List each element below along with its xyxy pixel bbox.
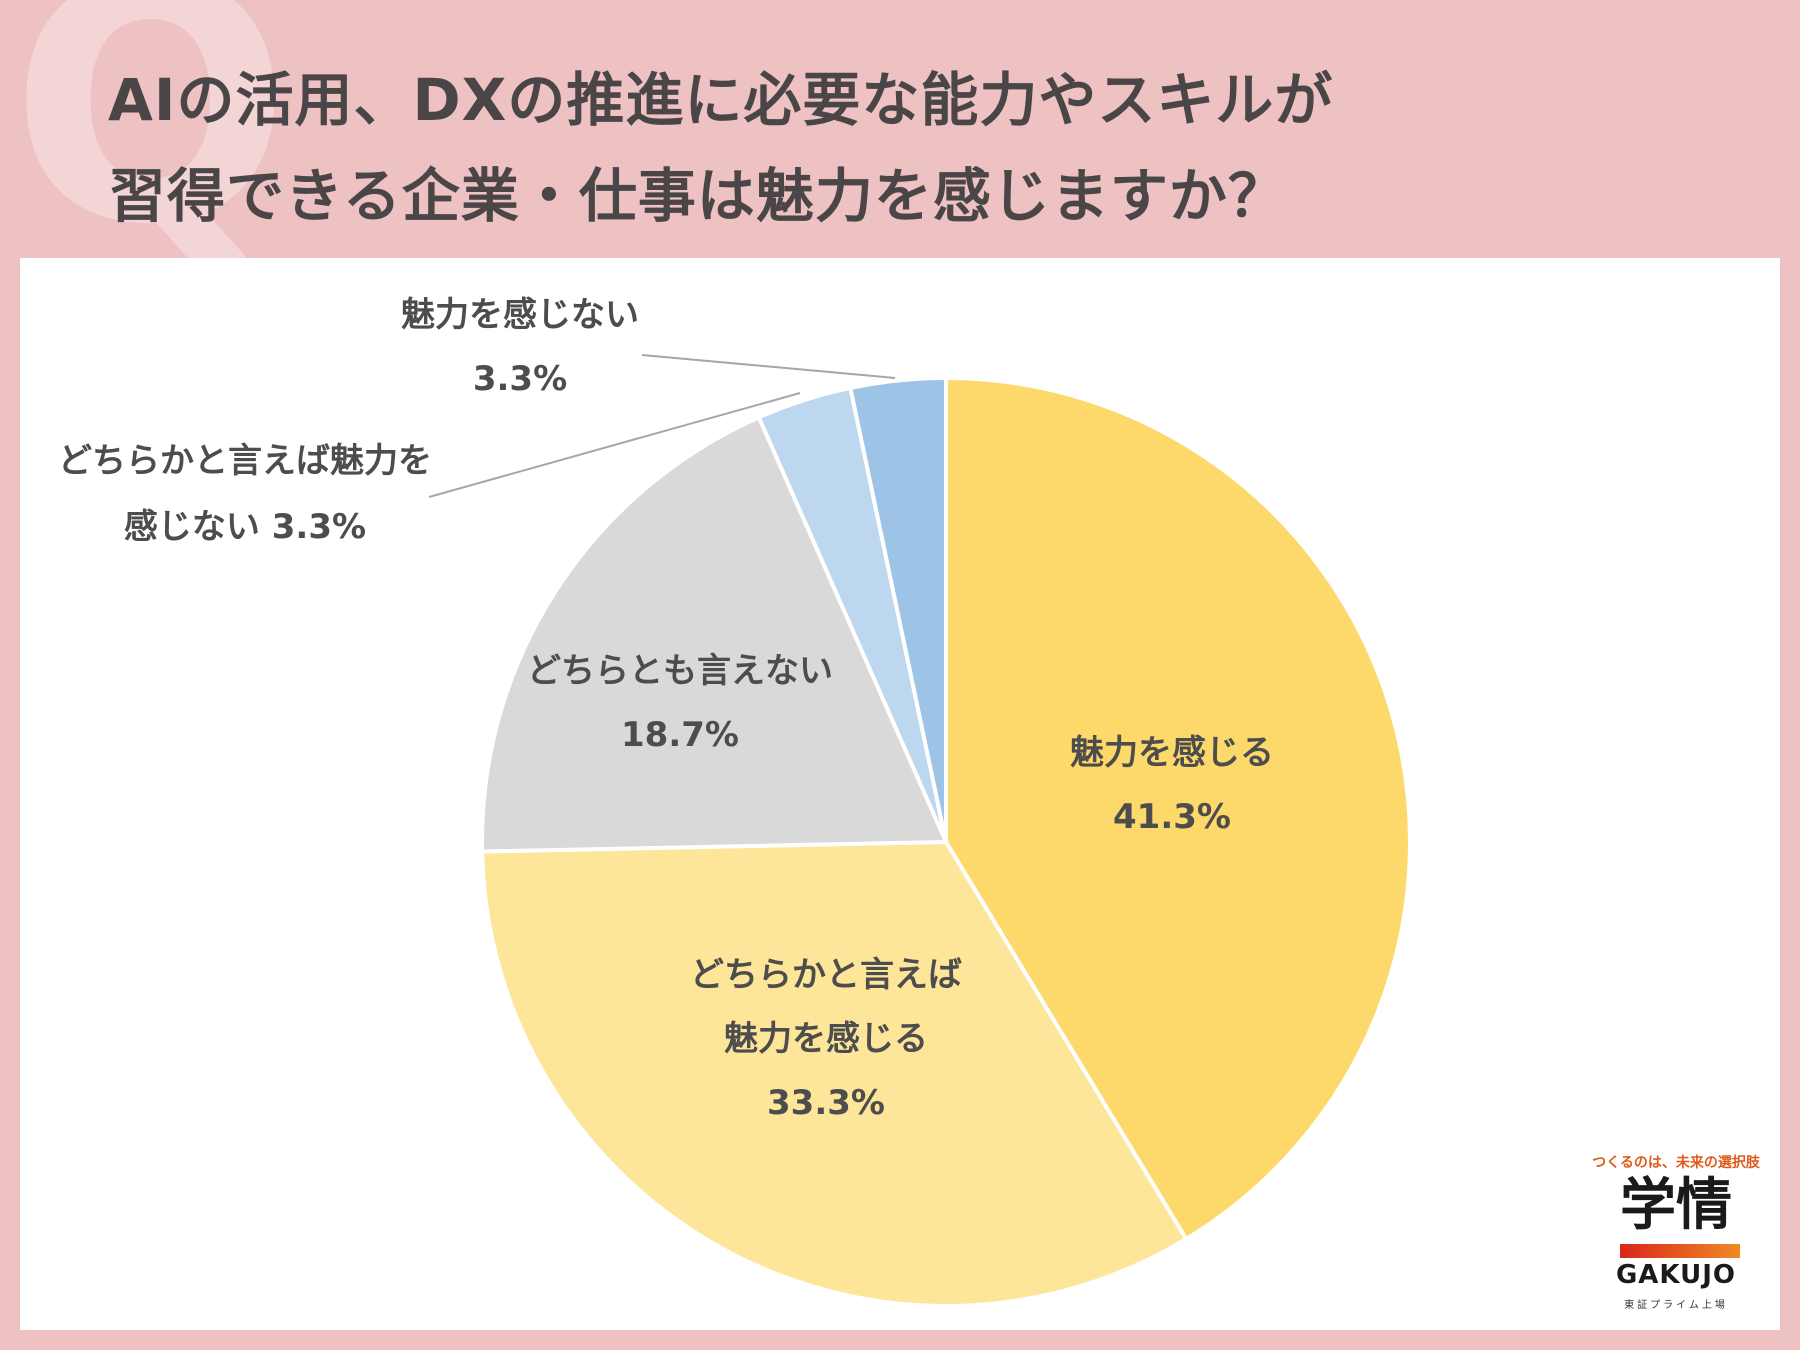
data-label-somewhat-unattractive: どちらかと言えば魅力を感じない 3.3% bbox=[58, 441, 432, 547]
pie-slice-neutral bbox=[480, 415, 948, 854]
pie-slice-unattractive bbox=[848, 376, 948, 844]
gakujo-logo: つくるのは、未来の選択肢 学情 GAKUJO 東証プライム上場 bbox=[1590, 1148, 1762, 1318]
data-label-line: どちらかと言えば bbox=[690, 955, 962, 995]
pie-slice-attractive bbox=[944, 376, 1412, 1242]
data-label-line: 18.7% bbox=[621, 715, 739, 755]
title-line-1: AIの活用、DXの推進に必要な能力やスキルが bbox=[108, 66, 1334, 134]
logo-sub: 東証プライム上場 bbox=[1624, 1300, 1728, 1311]
leader-line-somewhat-unattractive bbox=[428, 392, 801, 498]
data-label-attractive: 魅力を感じる 41.3% bbox=[1070, 733, 1274, 837]
title-line-2: 習得できる企業・仕事は魅力を感じますか？ bbox=[108, 162, 1287, 230]
pie-slice-somewhat-attractive bbox=[480, 840, 1189, 1308]
leader-line-unattractive bbox=[641, 354, 896, 379]
logo-bar bbox=[1620, 1244, 1740, 1258]
data-label-line: 魅力を感じない bbox=[401, 295, 639, 335]
logo-kanji: 学情 bbox=[1620, 1173, 1732, 1238]
data-label-neutral: どちらとも言えない 18.7% bbox=[527, 651, 833, 755]
data-label-line: 魅力を感じる bbox=[1070, 733, 1274, 773]
data-label-line: 感じない 3.3% bbox=[124, 507, 366, 547]
data-label-unattractive: 魅力を感じない 3.3% bbox=[401, 295, 639, 399]
data-label-line: どちらかと言えば魅力を bbox=[58, 441, 432, 481]
data-label-line: 33.3% bbox=[767, 1083, 885, 1123]
data-label-line: どちらとも言えない bbox=[527, 651, 833, 691]
data-label-line: 41.3% bbox=[1113, 797, 1231, 837]
data-label-line: 3.3% bbox=[473, 359, 567, 399]
logo-tagline: つくるのは、未来の選択肢 bbox=[1592, 1155, 1760, 1171]
logo-english: GAKUJO bbox=[1615, 1260, 1737, 1290]
background-q-glyph: Q bbox=[10, 0, 291, 297]
page-title: AIの活用、DXの推進に必要な能力やスキルが 習得できる企業・仕事は魅力を感じま… bbox=[108, 52, 1333, 244]
data-label-line: 魅力を感じる bbox=[724, 1019, 928, 1059]
data-label-somewhat-attractive: どちらかと言えば魅力を感じる 33.3% bbox=[690, 955, 962, 1123]
